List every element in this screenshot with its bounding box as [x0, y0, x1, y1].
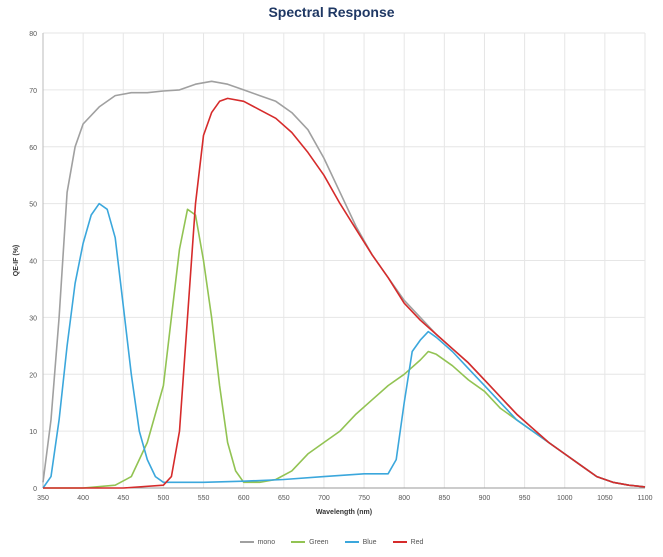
y-tick-label: 0	[33, 486, 37, 493]
y-tick-label: 30	[29, 315, 37, 322]
x-tick-label: 600	[238, 495, 250, 502]
y-tick-label: 20	[29, 372, 37, 379]
legend-swatch	[344, 541, 359, 544]
x-axis-label: Wavelength (nm)	[316, 509, 372, 516]
y-tick-label: 60	[29, 145, 37, 152]
legend-label: Green	[309, 539, 329, 546]
x-tick-label: 1100	[637, 495, 652, 502]
x-tick-label: 350	[37, 495, 49, 502]
legend-label: mono	[257, 539, 276, 546]
x-tick-label: 900	[479, 495, 491, 502]
y-tick-label: 70	[29, 88, 37, 95]
x-tick-label: 550	[198, 495, 210, 502]
series-line-red	[43, 97, 646, 489]
chart-title: Spectral Response	[268, 4, 395, 20]
x-tick-label: 450	[117, 495, 129, 502]
legend-label: Blue	[362, 539, 377, 546]
series-line-blue	[42, 202, 646, 489]
legend-item-green: Green	[291, 539, 329, 546]
y-tick-label: 10	[29, 429, 37, 436]
x-tick-label: 1050	[597, 495, 613, 502]
legend-item-mono: mono	[239, 539, 276, 546]
x-tick-label: 800	[398, 495, 410, 502]
y-axis-label: QE-IF (%)	[13, 245, 20, 277]
x-tick-label: 950	[519, 495, 531, 502]
x-tick-label: 650	[278, 495, 290, 502]
legend-item-blue: Blue	[344, 539, 377, 546]
y-tick-label: 50	[29, 202, 37, 209]
x-tick-label: 400	[77, 495, 89, 502]
y-tick-label: 40	[29, 259, 37, 266]
y-tick-label: 80	[29, 31, 37, 38]
legend-item-red: Red	[392, 539, 424, 546]
x-tick-label: 850	[438, 495, 450, 502]
legend-swatch	[239, 541, 254, 544]
legend-swatch	[291, 541, 306, 544]
legend-swatch	[392, 541, 407, 544]
x-tick-label: 750	[358, 495, 370, 502]
legend-label: Red	[410, 539, 424, 546]
x-tick-label: 500	[158, 495, 170, 502]
x-tick-label: 700	[318, 495, 330, 502]
legend: mono Green Blue Red	[0, 539, 663, 546]
x-tick-label: 1000	[557, 495, 573, 502]
